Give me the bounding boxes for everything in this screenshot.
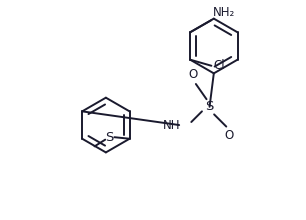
Text: NH: NH: [163, 119, 181, 132]
Text: NH₂: NH₂: [213, 6, 235, 19]
Text: S: S: [205, 100, 214, 113]
Text: S: S: [106, 131, 114, 144]
Text: Cl: Cl: [213, 59, 225, 72]
Text: O: O: [188, 68, 197, 81]
Text: O: O: [225, 129, 234, 142]
